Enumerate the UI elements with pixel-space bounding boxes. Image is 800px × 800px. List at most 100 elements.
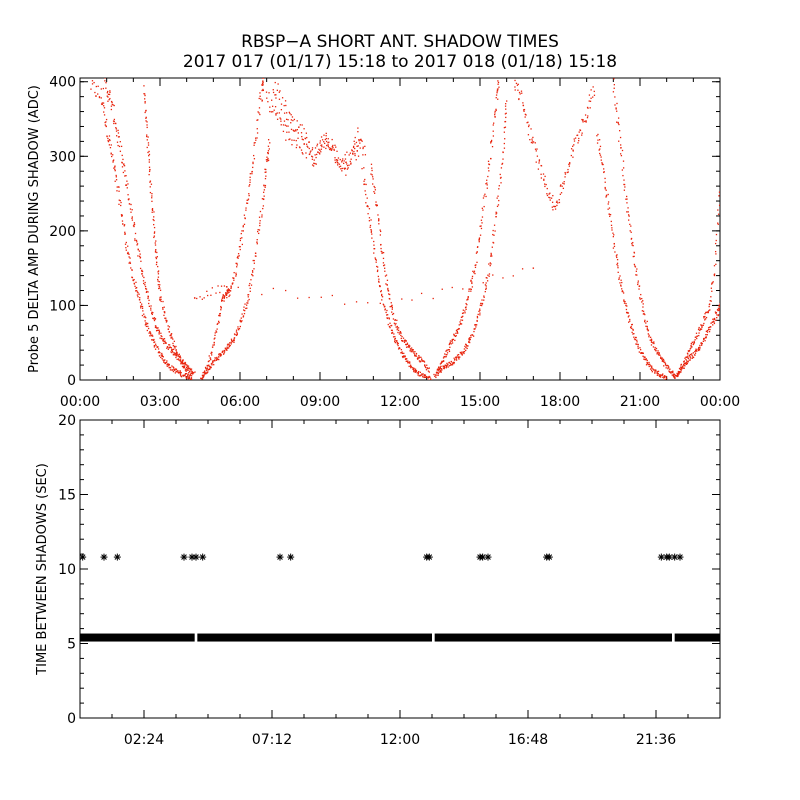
top-data-point	[234, 333, 236, 336]
top-data-point	[549, 197, 551, 199]
top-data-point	[627, 214, 630, 216]
top-data-point	[713, 265, 716, 267]
top-data-point	[159, 284, 161, 286]
top-x-tick-label: 12:00	[380, 394, 420, 410]
top-data-point	[222, 350, 224, 352]
top-data-point	[622, 167, 625, 169]
top-data-point	[616, 256, 618, 259]
top-data-point	[109, 139, 111, 142]
top-data-point	[321, 144, 323, 146]
top-data-point	[540, 164, 542, 167]
top-data-point	[374, 258, 377, 260]
top-data-point	[396, 325, 399, 328]
top-data-point	[497, 81, 500, 84]
top-data-point	[170, 333, 173, 335]
top-data-point	[635, 343, 637, 345]
top-plot-frame	[79, 77, 721, 381]
top-data-point	[287, 119, 289, 121]
top-data-point	[367, 206, 369, 208]
top-data-point	[498, 185, 500, 187]
top-data-point	[376, 266, 379, 268]
top-data-point	[153, 232, 156, 234]
top-data-point	[604, 177, 606, 180]
top-data-point	[617, 121, 619, 124]
top-data-point	[380, 250, 382, 253]
top-data-point	[378, 218, 380, 220]
bottom-baseline-segment	[197, 633, 432, 642]
top-data-point	[633, 336, 635, 338]
top-data-point	[676, 374, 678, 377]
top-data-point	[465, 308, 467, 311]
top-data-point	[107, 100, 109, 102]
top-data-point	[505, 116, 507, 119]
top-data-point	[172, 370, 175, 373]
top-data-point	[454, 335, 457, 338]
top-data-point	[418, 370, 420, 373]
top-data-point	[142, 275, 144, 277]
top-data-point	[449, 340, 452, 342]
top-data-point	[581, 118, 583, 121]
top-data-point	[336, 159, 339, 161]
top-data-point	[471, 286, 474, 288]
top-data-point	[455, 329, 458, 332]
top-x-tick-label: 00:00	[700, 394, 740, 410]
top-data-point	[213, 344, 215, 346]
top-data-point	[162, 359, 164, 361]
top-data-point	[651, 371, 653, 373]
top-data-point	[284, 100, 287, 102]
top-data-point	[266, 97, 268, 99]
top-data-point	[468, 337, 471, 339]
top-data-point	[190, 368, 193, 370]
top-data-point	[148, 332, 150, 334]
top-data-point	[621, 288, 623, 290]
top-data-point	[397, 342, 399, 345]
top-data-point	[477, 246, 479, 248]
top-data-point	[689, 357, 692, 359]
top-y-tick-label: 300	[49, 149, 76, 165]
top-data-point	[212, 360, 214, 362]
top-data-point	[455, 358, 457, 360]
top-data-point	[367, 213, 369, 215]
top-data-point	[352, 145, 355, 148]
top-data-point	[409, 350, 411, 352]
top-data-point	[364, 154, 367, 156]
top-data-point	[714, 311, 717, 313]
top-data-point	[163, 342, 165, 345]
top-x-tick-label: 18:00	[540, 394, 580, 410]
top-data-point	[572, 149, 574, 151]
top-data-point	[272, 91, 275, 94]
top-data-point	[159, 296, 161, 299]
top-data-point	[145, 291, 148, 293]
top-data-point	[518, 91, 521, 94]
top-data-point	[390, 329, 393, 331]
top-data-point	[718, 305, 720, 307]
top-data-point	[143, 93, 145, 95]
top-data-point	[248, 194, 250, 197]
top-data-point	[230, 338, 233, 340]
top-data-point	[441, 361, 443, 363]
top-data-point	[130, 203, 132, 206]
top-data-point	[701, 324, 703, 327]
top-data-point	[480, 302, 482, 305]
top-data-point	[230, 286, 232, 288]
top-data-point	[133, 223, 136, 226]
top-data-point	[380, 294, 383, 297]
top-data-point	[689, 348, 691, 350]
top-data-point	[449, 342, 451, 345]
top-data-point	[632, 244, 634, 247]
top-data-point	[247, 300, 249, 302]
top-data-point	[654, 372, 656, 374]
top-data-point	[266, 160, 268, 163]
top-data-point	[691, 357, 693, 359]
top-data-point	[214, 334, 216, 337]
top-data-point	[363, 183, 366, 185]
top-data-point	[434, 375, 436, 377]
top-data-point	[623, 299, 625, 301]
top-data-point	[391, 308, 393, 310]
bottom-data-point	[113, 553, 121, 561]
top-data-point	[637, 346, 639, 348]
top-data-point	[233, 277, 235, 279]
top-data-point	[476, 317, 479, 319]
top-data-point	[480, 219, 483, 221]
top-data-point	[377, 220, 380, 222]
